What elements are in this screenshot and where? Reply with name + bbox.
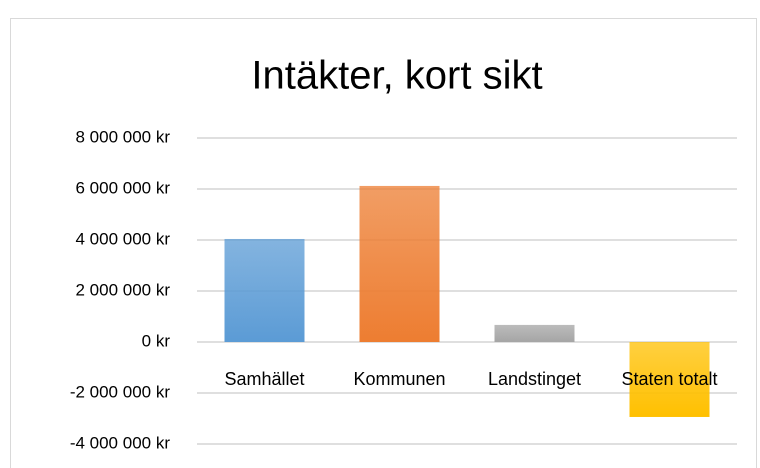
y-tick-label: 0 kr xyxy=(142,331,171,350)
y-tick-label: 6 000 000 kr xyxy=(75,178,170,197)
x-tick-label: Kommunen xyxy=(353,369,445,389)
y-tick-label: 8 000 000 kr xyxy=(75,127,170,146)
bar xyxy=(494,324,575,342)
x-tick-label: Landstinget xyxy=(488,369,581,389)
y-tick-label: -2 000 000 kr xyxy=(70,382,171,401)
y-tick-label: 2 000 000 kr xyxy=(75,280,170,299)
bar xyxy=(629,342,710,417)
chart-title: Intäkter, kort sikt xyxy=(251,54,542,98)
y-tick-label: 4 000 000 kr xyxy=(75,229,170,248)
y-tick-label: -4 000 000 kr xyxy=(70,433,171,452)
bar xyxy=(359,185,440,342)
bar xyxy=(224,238,305,342)
x-tick-label: Samhället xyxy=(224,369,304,389)
x-tick-label: Staten totalt xyxy=(621,369,717,389)
